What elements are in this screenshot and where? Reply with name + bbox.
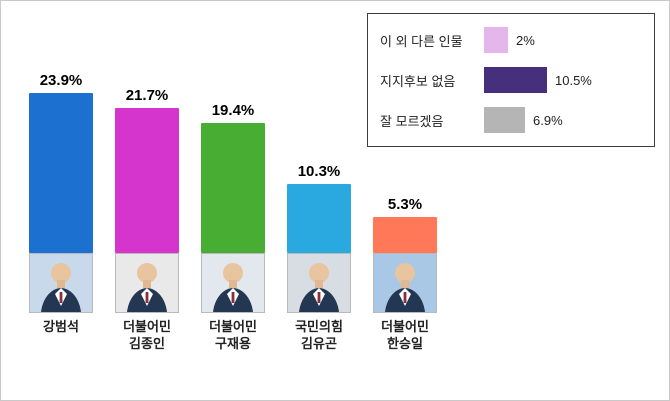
bar-column: 10.3% 국민의힘 김유곤	[287, 71, 351, 353]
candidate-photo	[287, 253, 351, 313]
bar-area: 19.4%	[201, 71, 265, 253]
bar-column: 23.9% 강범석	[29, 71, 93, 336]
legend-value: 10.5%	[555, 72, 592, 88]
bar-area: 5.3%	[373, 71, 437, 253]
bar	[201, 123, 265, 253]
candidate-name-label: 더불어민 구재용	[209, 319, 257, 351]
bar-value-label: 19.4%	[211, 102, 255, 119]
bar-column: 5.3% 더불어민 한승일	[373, 71, 437, 353]
candidate-name-label: 더불어민 김종인	[123, 319, 171, 351]
bar	[29, 93, 93, 253]
legend-label: 이 외 다른 인물	[380, 33, 463, 49]
candidate-photo	[373, 253, 437, 313]
bar-value-label: 23.9%	[39, 72, 83, 89]
legend-label: 잘 모르겠음	[380, 113, 444, 129]
candidate-photo	[201, 253, 265, 313]
bar-column: 21.7% 더불어민 김종인	[115, 71, 179, 353]
legend-swatch	[484, 27, 508, 53]
candidate-portrait-icon	[30, 254, 92, 312]
candidate-photo	[29, 253, 93, 313]
bar	[115, 108, 179, 253]
bar	[373, 217, 437, 253]
candidate-name-label: 강범석	[43, 319, 79, 334]
candidate-portrait-icon	[374, 254, 436, 312]
legend-value: 2%	[516, 32, 535, 48]
candidate-portrait-icon	[288, 254, 350, 312]
candidate-photo	[115, 253, 179, 313]
legend-swatch	[484, 67, 547, 93]
candidate-portrait-icon	[202, 254, 264, 312]
legend-row: 잘 모르겠음 6.9%	[380, 106, 642, 134]
candidate-name-label: 더불어민 한승일	[381, 319, 429, 351]
legend: 이 외 다른 인물 2% 지지후보 없음 10.5% 잘 모르겠음 6.9%	[367, 13, 655, 147]
legend-value: 6.9%	[533, 112, 563, 128]
bar-area: 21.7%	[115, 71, 179, 253]
bar	[287, 184, 351, 253]
legend-row: 지지후보 없음 10.5%	[380, 66, 642, 94]
bar-value-label: 5.3%	[387, 196, 423, 213]
bar-area: 23.9%	[29, 71, 93, 253]
bar-value-label: 10.3%	[297, 163, 341, 180]
candidate-portrait-icon	[116, 254, 178, 312]
bar-area: 10.3%	[287, 71, 351, 253]
legend-swatch	[484, 107, 525, 133]
bar-value-label: 21.7%	[125, 87, 169, 104]
bar-columns: 23.9% 강범석 21.7%	[29, 71, 437, 353]
bar-column: 19.4% 더불어민 구재용	[201, 71, 265, 353]
legend-row: 이 외 다른 인물 2%	[380, 26, 642, 54]
candidate-name-label: 국민의힘 김유곤	[295, 319, 343, 351]
legend-label: 지지후보 없음	[380, 73, 456, 89]
